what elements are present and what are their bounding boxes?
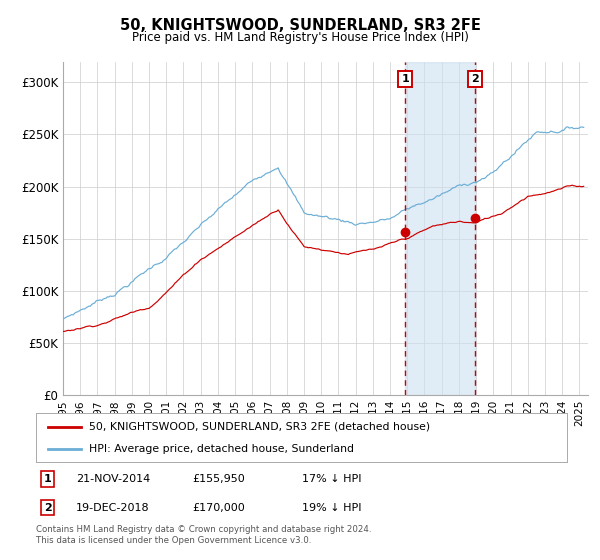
Text: 21-NOV-2014: 21-NOV-2014 — [76, 474, 150, 484]
Bar — [406, 62, 475, 395]
Text: 1: 1 — [401, 74, 409, 85]
Text: 1: 1 — [44, 474, 52, 484]
Text: £155,950: £155,950 — [193, 474, 245, 484]
Text: 2: 2 — [472, 74, 479, 85]
Text: Contains HM Land Registry data © Crown copyright and database right 2024.
This d: Contains HM Land Registry data © Crown c… — [36, 525, 371, 545]
Text: 17% ↓ HPI: 17% ↓ HPI — [302, 474, 361, 484]
Text: 19% ↓ HPI: 19% ↓ HPI — [302, 503, 361, 512]
Text: 50, KNIGHTSWOOD, SUNDERLAND, SR3 2FE: 50, KNIGHTSWOOD, SUNDERLAND, SR3 2FE — [119, 18, 481, 33]
Text: 19-DEC-2018: 19-DEC-2018 — [76, 503, 149, 512]
Text: 50, KNIGHTSWOOD, SUNDERLAND, SR3 2FE (detached house): 50, KNIGHTSWOOD, SUNDERLAND, SR3 2FE (de… — [89, 422, 430, 432]
Text: HPI: Average price, detached house, Sunderland: HPI: Average price, detached house, Sund… — [89, 444, 354, 454]
Text: Price paid vs. HM Land Registry's House Price Index (HPI): Price paid vs. HM Land Registry's House … — [131, 31, 469, 44]
Text: 2: 2 — [44, 503, 52, 512]
Text: £170,000: £170,000 — [193, 503, 245, 512]
